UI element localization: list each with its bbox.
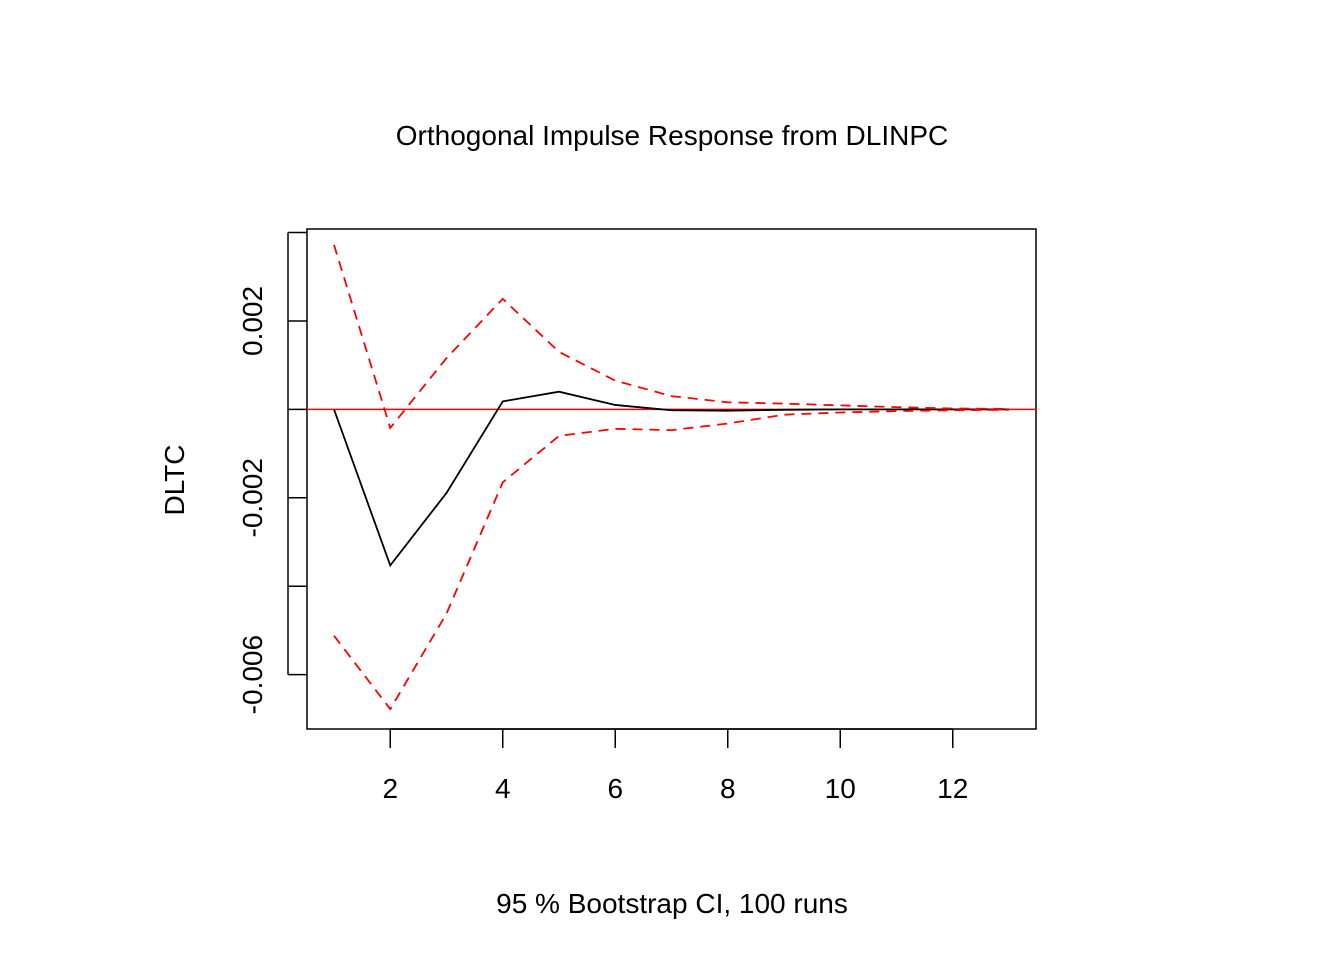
series-line-lower — [333, 408, 1010, 711]
y-tick-label: -0.006 — [237, 635, 268, 714]
y-axis: -0.006 -0.002 0.002 — [237, 231, 307, 714]
x-tick-label: 6 — [607, 773, 623, 804]
x-tick-label: 8 — [720, 773, 736, 804]
x-tick-label: 12 — [937, 773, 968, 804]
x-axis-label: 95 % Bootstrap CI, 100 runs — [496, 888, 848, 919]
y-tick-label: -0.002 — [237, 458, 268, 537]
x-axis: 2 4 6 8 10 12 — [382, 728, 968, 804]
y-tick-label: 0.002 — [237, 286, 268, 356]
series-layer — [333, 244, 1010, 711]
plot-frame — [306, 228, 1037, 730]
x-tick-label: 2 — [382, 773, 398, 804]
x-tick-label: 4 — [495, 773, 511, 804]
series-line-irf — [333, 390, 1009, 568]
x-tick-label: 10 — [825, 773, 856, 804]
series-line-upper — [333, 244, 1010, 430]
chart-title: Orthogonal Impulse Response from DLINPC — [396, 120, 948, 151]
y-axis-label: DLTC — [159, 444, 190, 515]
